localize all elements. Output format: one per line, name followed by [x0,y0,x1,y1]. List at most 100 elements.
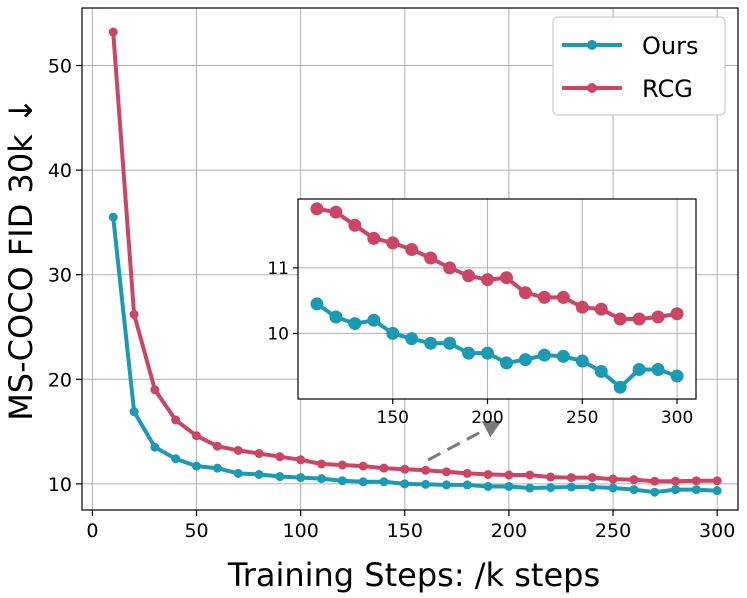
main-series-group [108,27,722,497]
main-x-tick-label-2: 100 [283,520,319,542]
main-y-tick-label-3: 40 [48,160,72,182]
main-point-ours-18 [483,481,493,491]
main-point-ours-6 [233,468,243,478]
main-point-rcg-16 [441,467,451,477]
inset-point-rcg-17 [632,312,646,326]
main-point-rcg-25 [629,475,639,485]
main-y-tick-label-2: 30 [48,265,72,287]
inset-point-rcg-2 [348,218,362,232]
main-point-ours-20 [525,483,535,493]
main-point-ours-23 [587,482,597,492]
inset-point-ours-19 [670,369,684,383]
inset-point-ours-13 [556,349,570,363]
main-point-rcg-13 [379,463,389,473]
main-point-rcg-15 [421,465,431,475]
legend-marker-rcg [587,83,597,93]
inset-point-ours-5 [405,332,419,346]
y-axis-label: MS-COCO FID 30k ↓ [2,97,40,421]
inset-point-ours-16 [613,380,627,394]
inset-point-ours-11 [518,353,532,367]
inset-x-tick-label-0: 150 [377,408,409,428]
inset-point-rcg-6 [424,251,438,265]
main-point-rcg-26 [650,476,660,486]
main-point-rcg-8 [275,452,285,462]
main-point-rcg-7 [254,449,264,459]
inset-point-ours-7 [443,336,457,350]
legend-label-ours: Ours [642,32,698,60]
inset-point-ours-9 [481,346,495,360]
inset-point-ours-10 [499,356,513,370]
inset-plot: 150 200 250 300 10 11 [267,198,697,428]
inset-series-group [310,202,684,394]
inset-point-rcg-10 [499,271,513,285]
main-point-ours-3 [171,454,181,464]
main-point-rcg-4 [192,431,202,441]
main-point-ours-10 [316,474,326,484]
main-point-rcg-28 [691,476,701,486]
inset-point-ours-8 [462,346,476,360]
main-point-rcg-0 [108,27,118,37]
main-point-rcg-23 [587,473,597,483]
inset-point-rcg-8 [462,269,476,283]
main-point-rcg-18 [483,469,493,479]
inset-point-rcg-15 [594,302,608,316]
main-x-tick-label-0: 0 [86,520,98,542]
main-point-ours-2 [150,442,160,452]
inset-x-tick-label-1: 200 [471,408,503,428]
main-point-ours-24 [608,483,618,493]
main-point-ours-29 [712,486,722,496]
main-point-ours-4 [192,461,202,471]
main-point-rcg-3 [171,415,181,425]
main-point-rcg-11 [337,460,347,470]
main-point-rcg-22 [566,473,576,483]
inset-ticks [293,267,678,404]
legend-marker-ours [587,40,597,50]
legend-label-rcg: RCG [642,75,693,103]
zoom-arrow [427,420,502,462]
inset-point-ours-3 [367,313,381,327]
main-point-ours-25 [629,485,639,495]
main-point-ours-19 [504,481,514,491]
inset-point-ours-15 [594,364,608,378]
main-point-ours-28 [691,485,701,495]
inset-point-ours-17 [632,362,646,376]
main-point-ours-15 [421,479,431,489]
inset-point-ours-6 [424,336,438,350]
main-x-tick-labels: 0 50 100 150 200 250 300 [86,520,735,542]
main-point-rcg-12 [358,461,368,471]
main-x-tick-label-4: 200 [491,520,527,542]
main-plot-frame [81,7,739,511]
legend-box [552,16,726,116]
inset-point-ours-1 [329,310,343,324]
inset-point-rcg-14 [575,300,589,314]
main-point-rcg-21 [546,472,556,482]
inset-y-tick-label-0: 10 [267,324,289,344]
main-x-tick-label-3: 150 [387,520,423,542]
inset-point-rcg-12 [537,290,551,304]
inset-point-rcg-1 [329,205,343,219]
inset-point-ours-0 [310,297,324,311]
main-x-tick-label-6: 300 [699,520,735,542]
inset-point-ours-12 [537,348,551,362]
main-point-ours-9 [296,473,306,483]
main-point-rcg-14 [400,464,410,474]
main-point-ours-26 [650,487,660,497]
inset-x-tick-label-3: 300 [661,408,693,428]
main-point-ours-16 [441,480,451,490]
legend: Ours RCG [552,16,726,116]
inset-point-rcg-16 [613,312,627,326]
main-point-ours-17 [462,480,472,490]
inset-x-tick-labels: 150 200 250 300 [377,408,694,428]
inset-point-rcg-11 [518,286,532,300]
main-x-tick-label-1: 50 [184,520,208,542]
main-ticks [76,64,718,516]
main-point-rcg-29 [712,476,722,486]
main-point-ours-7 [254,469,264,479]
inset-point-rcg-0 [310,202,324,216]
main-point-ours-14 [400,479,410,489]
main-point-rcg-17 [462,468,472,478]
main-y-tick-labels: 10 20 30 40 50 [48,56,72,496]
main-x-tick-label-5: 250 [595,520,631,542]
inset-point-rcg-3 [367,231,381,245]
main-point-ours-8 [275,472,285,482]
